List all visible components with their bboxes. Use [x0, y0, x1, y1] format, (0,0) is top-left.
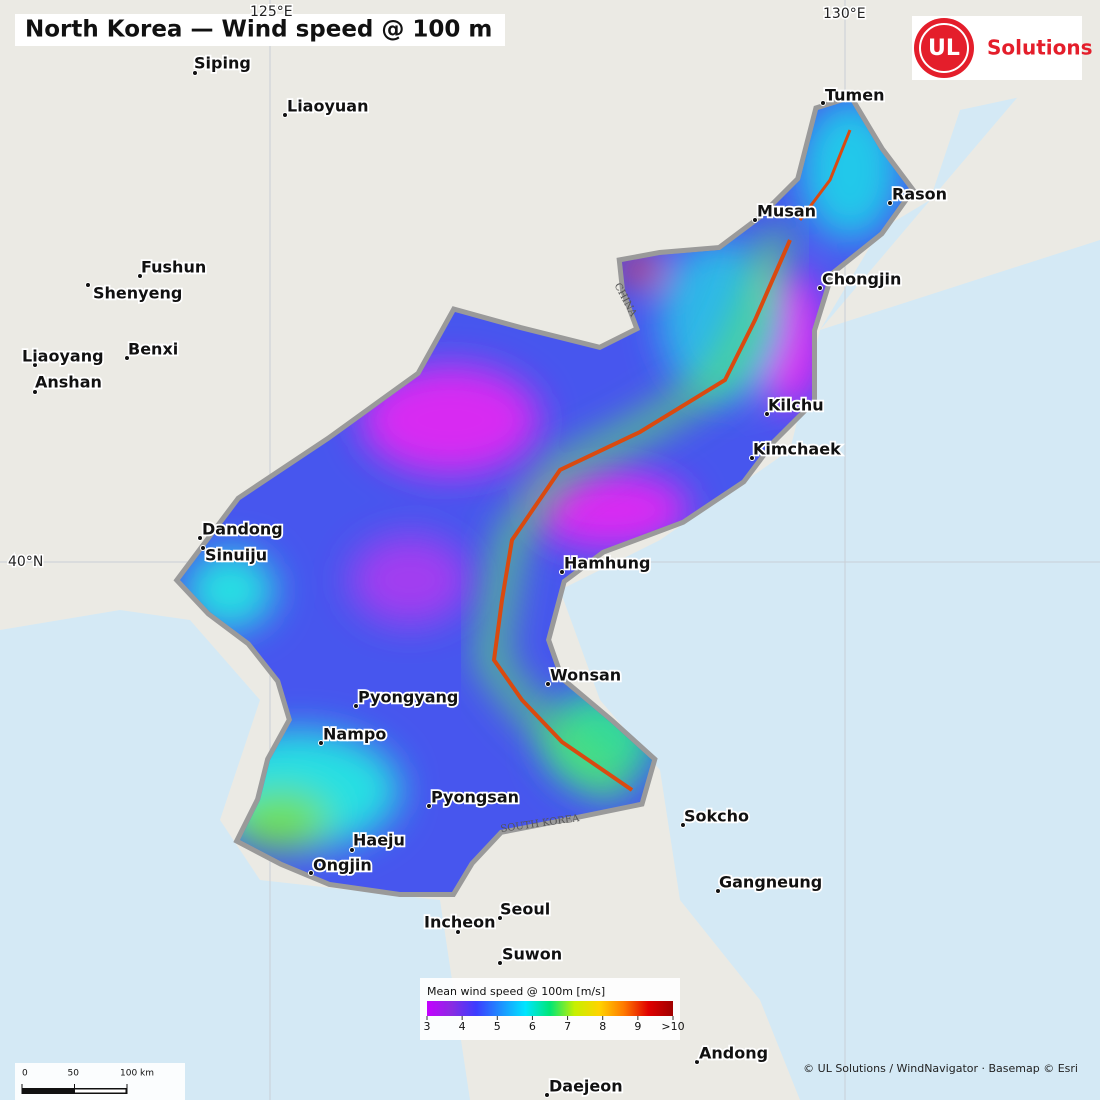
city-label: Liaoyang	[22, 347, 104, 366]
legend-tick-label: 5	[494, 1020, 501, 1033]
city-dot	[353, 703, 359, 709]
scale-tick-label: 0	[22, 1069, 28, 1079]
city-label: Sinuiju	[205, 546, 267, 565]
scale-box	[15, 1063, 185, 1100]
city-label: Haeju	[353, 831, 405, 850]
city-label: Dandong	[202, 520, 283, 539]
city-label: Nampo	[323, 725, 386, 744]
city-dot	[545, 681, 551, 687]
city-label: Rason	[892, 185, 947, 204]
city-dot	[318, 740, 324, 746]
city-dot	[752, 217, 758, 223]
land	[820, 0, 1100, 330]
city-dot	[544, 1092, 550, 1098]
city-dot	[426, 803, 432, 809]
legend-tick-label: 7	[564, 1020, 571, 1033]
city-dot	[192, 70, 198, 76]
city-dot	[32, 362, 38, 368]
legend-tick-label: 6	[529, 1020, 536, 1033]
city-label: Fushun	[141, 258, 206, 277]
city-label: Daejeon	[549, 1077, 623, 1096]
city-label: Pyongsan	[431, 788, 519, 807]
city-label: Kimchaek	[753, 440, 841, 459]
city-dot	[85, 282, 91, 288]
city-dot	[764, 411, 770, 417]
city-dot	[680, 822, 686, 828]
city-label: Kilchu	[768, 396, 824, 415]
city-label: Musan	[757, 202, 816, 221]
city-label: Gangneung	[719, 873, 822, 892]
title-box	[15, 14, 505, 46]
city-dot	[197, 535, 203, 541]
city-dot	[497, 960, 503, 966]
city-label: Tumen	[825, 86, 884, 105]
logo-mark	[914, 18, 974, 78]
title: North Korea — Wind speed @ 100 m	[25, 17, 492, 43]
city-label: Chongjin	[822, 270, 901, 289]
city-dot	[282, 112, 288, 118]
city-label: Suwon	[502, 945, 562, 964]
city-label: Siping	[194, 54, 251, 73]
city-label: Wonsan	[550, 666, 621, 685]
city-dot	[715, 888, 721, 894]
logo-brand: UL	[928, 36, 960, 61]
city-dot	[308, 870, 314, 876]
graticule-label: 40°N	[8, 554, 43, 570]
city-label: Sokcho	[684, 807, 749, 826]
city-dot	[817, 285, 823, 291]
legend-tick-label: 3	[424, 1020, 431, 1033]
city-label: Benxi	[128, 340, 178, 359]
legend-title: Mean wind speed @ 100m [m/s]	[427, 985, 605, 998]
city-label: Incheon	[424, 913, 495, 932]
city-dot	[497, 915, 503, 921]
scale-tick-label: 100 km	[120, 1069, 154, 1079]
logo-ring	[919, 23, 969, 73]
city-dot	[559, 569, 565, 575]
logo-name: Solutions	[987, 36, 1093, 60]
city-label: Pyongyang	[358, 688, 458, 707]
graticule-label: 130°E	[823, 6, 866, 22]
city-dot	[200, 545, 206, 551]
credit: © UL Solutions / WindNavigator · Basemap…	[803, 1062, 1078, 1075]
city-dot	[694, 1059, 700, 1065]
city-dot	[887, 200, 893, 206]
city-label: Ongjin	[313, 856, 372, 875]
city-label: Shenyeng	[93, 284, 182, 303]
legend-colorbar	[427, 1001, 673, 1016]
legend-tick-label: >10	[661, 1020, 684, 1033]
city-label: Andong	[699, 1044, 768, 1063]
city-label: Anshan	[35, 373, 102, 392]
graticule-label: 125°E	[250, 4, 293, 20]
city-dot	[349, 847, 355, 853]
city-label: Hamhung	[564, 554, 650, 573]
city-dot	[137, 273, 143, 279]
legend-tick-label: 8	[599, 1020, 606, 1033]
city-dot	[124, 355, 130, 361]
city-dot	[32, 389, 38, 395]
scale-tick-label: 50	[68, 1069, 80, 1079]
city-dot	[749, 455, 755, 461]
legend-tick-label: 9	[634, 1020, 641, 1033]
city-dot	[455, 929, 461, 935]
scale-bar-fill	[74, 1089, 126, 1093]
legend-tick-label: 4	[459, 1020, 466, 1033]
city-label: Seoul	[500, 900, 550, 919]
city-label: Liaoyuan	[287, 97, 368, 116]
city-dot	[820, 100, 826, 106]
